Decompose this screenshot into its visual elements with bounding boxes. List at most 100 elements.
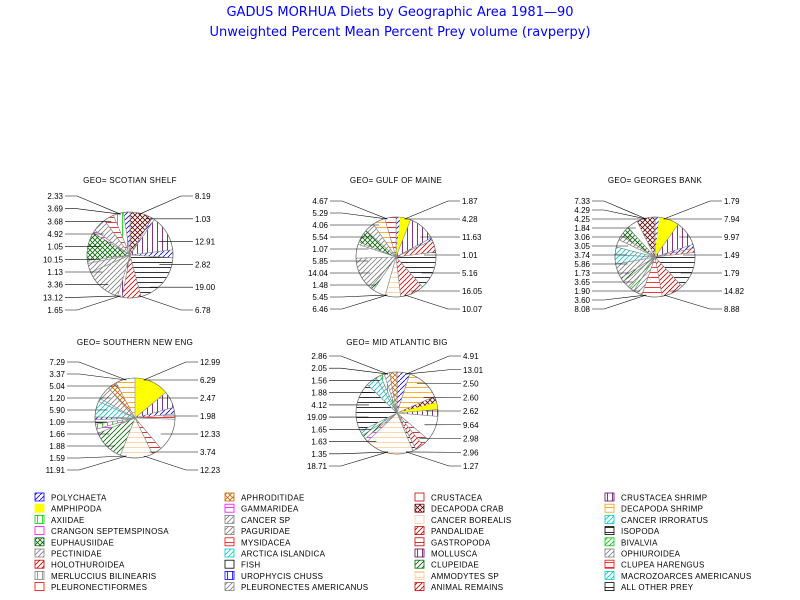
- legend-swatch: [34, 515, 45, 524]
- legend-swatch: [34, 559, 45, 569]
- legend-swatch: [34, 526, 45, 535]
- legend-item: MERLUCCIUS BILINEARIS: [34, 571, 156, 581]
- legend-item: CLUPEIDAE: [414, 559, 479, 570]
- slice-label: 3.05: [574, 242, 590, 251]
- legend-item: CRUSTACEA SHRIMP: [604, 492, 707, 503]
- slice-label: 1.07: [312, 245, 328, 254]
- legend-label: GASTROPODA: [431, 538, 491, 547]
- pie-title: GEO= MID ATLANTIC BIG: [346, 338, 448, 347]
- legend-item: EUPHAUSIIDAE: [34, 537, 114, 547]
- legend-swatch: [604, 548, 615, 558]
- slice-label: 1.65: [47, 306, 63, 315]
- legend-label: AMPHIPODA: [51, 505, 102, 514]
- slice-label: 13.12: [43, 293, 64, 302]
- leader-line: [143, 455, 198, 471]
- leader-line: [405, 369, 461, 375]
- legend-label: PECTINIDAE: [51, 550, 102, 559]
- leader-line: [139, 195, 193, 215]
- slice-label: 9.97: [724, 233, 740, 242]
- legend-swatch: [414, 492, 425, 502]
- legend-item: CRUSTACEA: [414, 492, 483, 503]
- leader-line: [592, 200, 647, 220]
- slice-label: 7.33: [574, 197, 590, 206]
- legend-swatch: [414, 537, 425, 547]
- pie-title: GEO= SOUTHERN NEW ENG: [77, 338, 193, 347]
- legend-label: ALL OTHER PREY: [621, 583, 694, 592]
- slice-label: 9.64: [463, 421, 479, 430]
- legend-item: CANCER BOREALIS: [414, 515, 511, 525]
- legend-label: HOLOTHUROIDEA: [51, 561, 125, 570]
- legend-swatch: [224, 515, 235, 524]
- legend-item: PLEURONECTES AMERICANUS: [224, 582, 368, 592]
- legend-swatch: [34, 571, 45, 580]
- legend-item: AXIIDAE: [34, 515, 84, 525]
- leader-line: [330, 294, 388, 310]
- legend-swatch: [604, 559, 615, 569]
- legend-label: DECAPODA CRAB: [431, 505, 504, 514]
- leader-line: [329, 451, 389, 467]
- slice-label: 5.16: [462, 269, 478, 278]
- slice-label: 12.99: [200, 358, 221, 367]
- legend-swatch: [604, 571, 615, 580]
- legend-label: CLUPEA HARENGUS: [621, 561, 705, 570]
- slice-label: 2.98: [463, 435, 479, 444]
- legend-item: MACROZOARCES AMERICANUS: [604, 571, 751, 581]
- slice-label: 5.90: [49, 406, 65, 415]
- slice-label: 3.65: [574, 278, 590, 287]
- slice-label: 1.01: [462, 251, 478, 260]
- slice-label: 4.91: [463, 352, 479, 361]
- legend-item: BIVALVIA: [604, 537, 658, 547]
- slice-label: 1.20: [49, 394, 65, 403]
- pie-outline: [614, 216, 696, 298]
- legend-swatch: [34, 548, 45, 558]
- slice-label: 13.01: [463, 366, 484, 375]
- legend-item: POLYCHAETA: [34, 492, 107, 503]
- slice-label: 1.65: [311, 425, 327, 434]
- slice-label: 3.74: [574, 251, 590, 260]
- leader-line: [139, 295, 193, 311]
- slice-label: 2.82: [195, 260, 211, 269]
- slice-label: 4.25: [574, 215, 590, 224]
- slice-label: 4.29: [574, 206, 590, 215]
- slice-label: 1.73: [574, 269, 590, 278]
- slice-label: 8.88: [724, 305, 740, 314]
- pie-chart: GEO= GULF OF MAINE 4.67 5.29 4.06 5.54 1.07 5.…: [308, 176, 483, 314]
- legend-label: PAGURIDAE: [241, 527, 290, 536]
- legend-swatch: [34, 537, 45, 547]
- slice-label: 1.49: [724, 251, 740, 260]
- leader-line: [65, 295, 121, 311]
- legend-swatch: [604, 492, 615, 502]
- slice-label: 19.00: [195, 283, 216, 292]
- legend-item: PLEURONECTIFORMES: [34, 582, 147, 592]
- legend-swatch: [34, 492, 45, 502]
- legend-swatch: [414, 559, 425, 569]
- legend-item: ALL OTHER PREY: [604, 582, 694, 592]
- slice-label: 19.09: [307, 413, 328, 422]
- slice-label: 3.36: [47, 281, 63, 290]
- legend-swatch: [224, 582, 235, 591]
- legend-item: PECTINIDAE: [34, 548, 102, 559]
- slice-label: 3.69: [47, 205, 63, 214]
- slice-label: 2.96: [463, 448, 479, 457]
- legend-swatch: [34, 503, 45, 513]
- legend-swatch: [224, 571, 235, 580]
- legend-label: FISH: [241, 561, 260, 570]
- legend-label: OPHIUROIDEA: [621, 550, 681, 559]
- slice-label: 4.06: [312, 221, 328, 230]
- legend-swatch: [604, 515, 615, 524]
- legend-swatch: [414, 571, 425, 580]
- slice-label: 1.05: [47, 243, 63, 252]
- legend-label: MOLLUSCA: [431, 550, 478, 559]
- legend-swatch: [414, 503, 425, 513]
- legend-item: FISH: [224, 559, 260, 570]
- leader-line: [65, 208, 121, 215]
- slice-label: 5.85: [312, 257, 328, 266]
- leader-line: [404, 200, 460, 220]
- legend-item: MOLLUSCA: [414, 548, 478, 559]
- legend-item: ANIMAL REMAINS: [414, 582, 503, 592]
- legend-swatch: [224, 537, 235, 547]
- slice-label: 3.06: [574, 233, 590, 242]
- slice-label: 1.66: [49, 430, 65, 439]
- slice-label: 1.35: [311, 450, 327, 459]
